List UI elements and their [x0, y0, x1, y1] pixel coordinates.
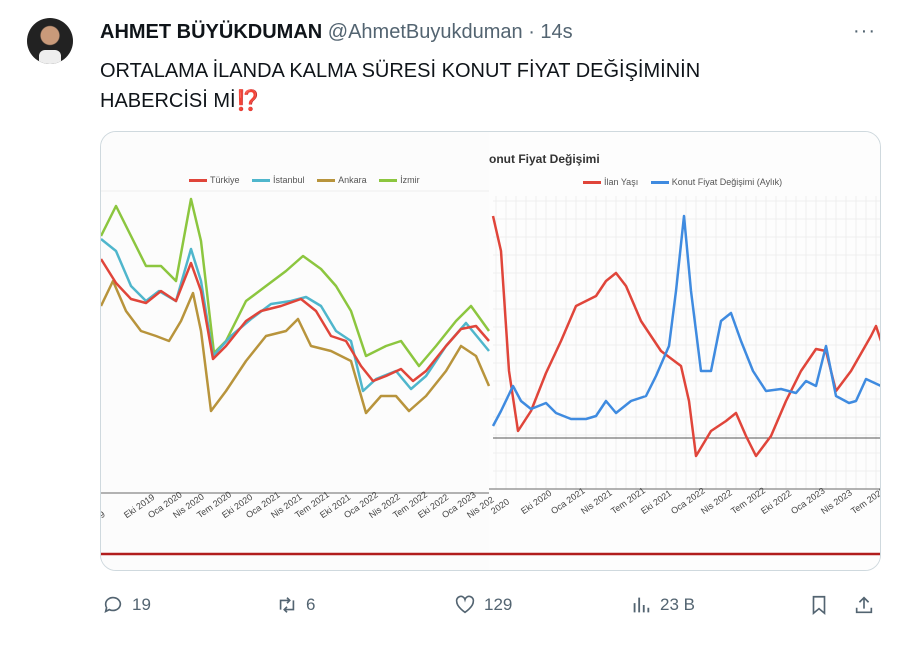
retweet-button[interactable]: 6	[276, 594, 315, 616]
legend-item: Konut Fiyat Değişimi (Aylık)	[671, 177, 783, 187]
tweet-media[interactable]: Türkiye İstanbul Ankara İzmir onut Fiyat…	[100, 131, 881, 571]
left-chart-bg	[101, 132, 489, 570]
series-konut-fiyat	[491, 214, 880, 427]
reply-count: 19	[132, 595, 151, 614]
timestamp[interactable]: · 14s	[528, 21, 573, 43]
avatar[interactable]	[27, 18, 73, 64]
views-button[interactable]: 23 B	[630, 594, 695, 616]
legend-item: İzmir	[400, 175, 420, 185]
legend-item: Türkiye	[210, 175, 240, 185]
series-turkiye	[101, 258, 490, 383]
author-line: AHMET BÜYÜKDUMAN @AhmetBuyukduman · 14s	[100, 21, 573, 44]
tweet-text-line: HABERCİSİ Mİ⁉️	[100, 90, 261, 112]
reply-button[interactable]: 19	[102, 594, 151, 616]
legend-item: İlan Yaşı	[604, 177, 639, 187]
tweet-text: ORTALAMA İLANDA KALMA SÜRESİ KONUT FİYAT…	[100, 56, 820, 116]
share-button[interactable]	[853, 594, 875, 616]
retweet-icon	[279, 597, 295, 613]
series-ankara	[101, 279, 491, 415]
legend-item: Ankara	[338, 175, 367, 185]
like-button[interactable]: 129	[454, 594, 512, 616]
retweet-count: 6	[306, 595, 316, 614]
tweet-text-line: ORTALAMA İLANDA KALMA SÜRESİ KONUT FİYAT…	[100, 60, 701, 82]
more-options-button[interactable]: ···	[853, 20, 876, 42]
series-izmir	[101, 197, 491, 368]
bookmark-button[interactable]	[808, 594, 830, 616]
right-legend: İlan Yaşı Konut Fiyat Değişimi (Aylık)	[573, 177, 782, 187]
legend-item: İstanbul	[273, 175, 305, 185]
heart-icon	[455, 595, 475, 614]
analytics-icon	[633, 597, 650, 613]
author-name[interactable]: AHMET BÜYÜKDUMAN	[100, 21, 323, 43]
bookmark-icon	[812, 595, 826, 616]
share-icon	[855, 596, 873, 614]
author-handle[interactable]: @AhmetBuyukduman	[327, 21, 523, 43]
like-count: 129	[484, 595, 513, 614]
reply-icon	[104, 596, 122, 613]
right-chart-title: onut Fiyat Değişimi	[489, 152, 600, 166]
view-count: 23 B	[660, 595, 695, 614]
left-legend: Türkiye İstanbul Ankara İzmir	[179, 175, 420, 185]
chart-images	[101, 132, 880, 570]
right-grid	[493, 196, 880, 489]
